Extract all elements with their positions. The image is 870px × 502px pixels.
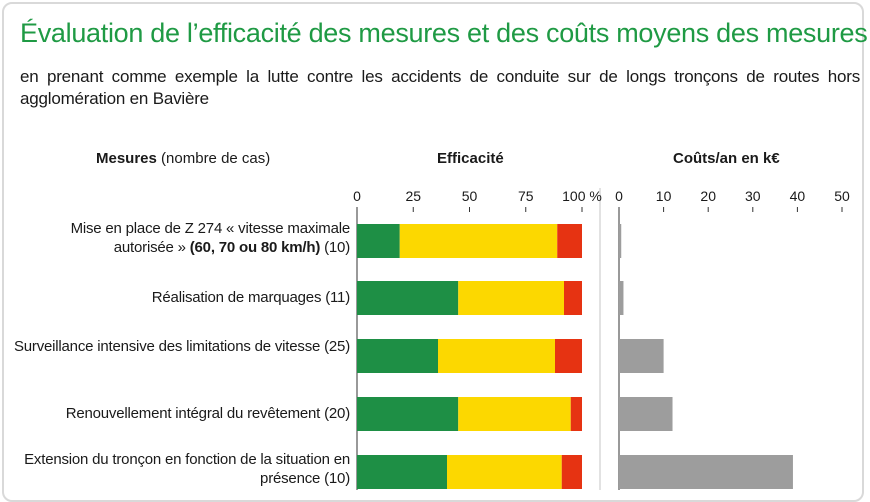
efficiency-bar-segment-1 xyxy=(357,397,459,431)
cost-tick-label: 30 xyxy=(745,188,761,204)
cost-bar xyxy=(619,339,664,373)
efficiency-bar-segment-2 xyxy=(458,397,571,431)
row-label-main: Surveillance intensive des limitations d… xyxy=(13,338,325,355)
efficiency-bar-segment-1 xyxy=(357,281,459,315)
cost-tick-label: 0 xyxy=(615,188,623,204)
row-label-main: Renouvellement intégral du revêtement xyxy=(65,405,325,422)
efficiency-bar-segment-1 xyxy=(357,339,438,373)
row-label-count: (10) xyxy=(324,470,350,487)
cost-tick-label: 40 xyxy=(790,188,806,204)
row-label-bold: (60, 70 ou 80 km/h) xyxy=(189,239,325,256)
measures-header-bold: Mesures xyxy=(96,150,157,167)
efficiency-tick-label: 75 xyxy=(518,188,534,204)
efficiency-bar-segment-2 xyxy=(447,455,562,489)
row-label-count: (25) xyxy=(324,338,350,355)
efficiency-header: Efficacité xyxy=(437,150,504,167)
efficiency-tick-label: 100 % xyxy=(562,188,602,204)
row-label-main: Extension du tronçon en fonction de la s… xyxy=(24,451,350,487)
row-label-count: (10) xyxy=(324,239,350,256)
efficiency-bar-segment-3 xyxy=(564,281,582,315)
row-label: Mise en place de Z 274 « vitesse maximal… xyxy=(10,219,351,257)
efficiency-bar-segment-2 xyxy=(399,224,558,258)
efficiency-bar-segment-3 xyxy=(570,397,582,431)
row-label-main: Mise en place de Z 274 « vitesse maximal… xyxy=(70,220,351,256)
measures-header: Mesures (nombre de cas) xyxy=(96,150,270,167)
row-label: Surveillance intensive des limitations d… xyxy=(10,337,350,356)
efficiency-bar-segment-2 xyxy=(458,281,564,315)
efficiency-tick-label: 25 xyxy=(405,188,421,204)
row-label: Réalisation de marquages (11) xyxy=(10,288,350,307)
cost-bar xyxy=(619,455,793,489)
efficiency-tick-label: 50 xyxy=(462,188,478,204)
chart-subtitle: en prenant comme exemple la lutte contre… xyxy=(20,67,860,108)
cost-tick-label: 50 xyxy=(834,188,850,204)
efficiency-bar-segment-1 xyxy=(357,224,400,258)
chart-svg: 0 25 50 75 100 % 0 10 20 30 40 50 xyxy=(353,188,850,490)
efficiency-bar-segment-3 xyxy=(561,455,582,489)
cost-bar xyxy=(619,224,622,258)
row-label-count: (11) xyxy=(325,289,350,306)
row-label: Extension du tronçon en fonction de la s… xyxy=(10,450,350,488)
efficiency-tick-label: 0 xyxy=(353,188,361,204)
cost-tick-label: 20 xyxy=(700,188,716,204)
row-label-main: Réalisation de marquages xyxy=(151,289,326,306)
efficiency-bar-segment-3 xyxy=(557,224,582,258)
cost-bar xyxy=(619,281,624,315)
row-label-count: (20) xyxy=(324,405,350,422)
costs-header: Coûts/an en k€ xyxy=(673,150,780,167)
efficiency-bar-segment-1 xyxy=(357,455,447,489)
efficiency-bar-segment-3 xyxy=(555,339,582,373)
efficiency-bar-segment-2 xyxy=(438,339,555,373)
row-label: Renouvellement intégral du revêtement (2… xyxy=(10,404,350,423)
cost-bar xyxy=(619,397,673,431)
measures-header-note: (nombre de cas) xyxy=(161,150,271,167)
chart-title: Évaluation de l’efficacité des mesures e… xyxy=(20,18,868,48)
cost-tick-label: 10 xyxy=(656,188,672,204)
